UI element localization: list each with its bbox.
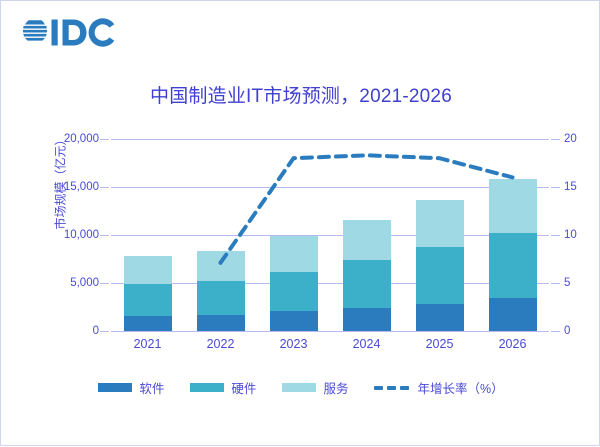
idc-logo xyxy=(23,16,129,50)
legend-item-服务[interactable]: 服务 xyxy=(282,378,348,397)
plot-area xyxy=(100,139,560,332)
header-bar xyxy=(1,1,600,63)
x-axis-tick: 2026 xyxy=(498,337,527,351)
bar-segment-服务[interactable] xyxy=(196,250,245,281)
legend-label: 年增长率（%） xyxy=(417,382,504,396)
bar-segment-服务[interactable] xyxy=(342,219,391,260)
x-axis-labels: 2021 2022 2023 2024 2025 2026 xyxy=(111,337,549,357)
legend-color-swatch xyxy=(98,383,133,392)
bar-segment-硬件[interactable] xyxy=(269,271,318,312)
y-left-tick: 20,000 xyxy=(63,133,99,145)
chart-legend: 软件 硬件 服务 年增长率（%） xyxy=(1,378,600,397)
bar-segment-软件[interactable] xyxy=(269,311,318,331)
gridline xyxy=(100,331,560,332)
legend-color-swatch xyxy=(282,383,317,392)
bar-segment-服务[interactable] xyxy=(269,236,318,272)
bar-segment-硬件[interactable] xyxy=(123,283,172,317)
legend-item-硬件[interactable]: 硬件 xyxy=(190,378,256,397)
chart-title: 中国制造业IT市场预测，2021-2026 xyxy=(150,86,452,107)
bar-segment-硬件[interactable] xyxy=(196,280,245,315)
y-left-tick: 0 xyxy=(92,325,99,337)
bar-stack[interactable] xyxy=(415,199,464,331)
bar-segment-服务[interactable] xyxy=(123,256,172,284)
gridline xyxy=(100,283,560,284)
legend-item-年增长率（%）[interactable]: 年增长率（%） xyxy=(374,378,504,397)
bar-slot-2026 xyxy=(476,139,549,331)
legend-dash-swatch xyxy=(374,383,410,392)
bar-slot-2022 xyxy=(184,139,257,331)
gridline xyxy=(100,139,560,140)
y-right-tick: 5 xyxy=(564,277,571,289)
bar-segment-硬件[interactable] xyxy=(342,259,391,309)
bar-slot-2023 xyxy=(257,139,330,331)
y-axis-right-labels: 20 15 10 5 0 xyxy=(564,133,598,337)
bar-slot-2024 xyxy=(330,139,403,331)
y-right-tick: 10 xyxy=(564,229,577,241)
bar-slot-2025 xyxy=(403,139,476,331)
bar-stack[interactable] xyxy=(342,219,391,331)
legend-item-软件[interactable]: 软件 xyxy=(98,378,164,397)
legend-label: 服务 xyxy=(323,382,349,396)
bar-segment-硬件[interactable] xyxy=(488,233,537,299)
bar-segment-服务[interactable] xyxy=(488,179,537,234)
bar-stack[interactable] xyxy=(269,236,318,331)
bar-segment-软件[interactable] xyxy=(488,298,537,331)
bar-slot-2021 xyxy=(111,139,184,331)
bar-segment-软件[interactable] xyxy=(196,314,245,331)
bar-segment-软件[interactable] xyxy=(342,308,391,331)
y-right-tick: 15 xyxy=(564,181,577,193)
x-axis-tick: 2025 xyxy=(425,337,454,351)
bar-stack[interactable] xyxy=(488,179,537,331)
bar-stack[interactable] xyxy=(196,250,245,331)
legend-color-swatch xyxy=(190,383,225,392)
growth-rate-line xyxy=(218,153,515,265)
y-right-tick: 0 xyxy=(564,325,571,337)
legend-label: 软件 xyxy=(139,382,165,396)
bar-segment-软件[interactable] xyxy=(415,303,464,331)
x-axis-tick: 2021 xyxy=(133,337,162,351)
x-axis-tick: 2023 xyxy=(279,337,308,351)
y-left-tick: 5,000 xyxy=(70,277,99,289)
y-axis-left-labels: 20,000 15,000 10,000 5,000 0 xyxy=(41,133,99,337)
gridline xyxy=(100,187,560,188)
y-left-tick: 15,000 xyxy=(63,181,99,193)
x-axis-tick: 2022 xyxy=(206,337,235,351)
x-axis-tick: 2024 xyxy=(352,337,381,351)
bar-segment-硬件[interactable] xyxy=(415,246,464,304)
bar-segment-服务[interactable] xyxy=(415,199,464,247)
gridline xyxy=(100,235,560,236)
bar-group xyxy=(111,139,549,331)
y-right-tick: 20 xyxy=(564,133,577,145)
legend-label: 硬件 xyxy=(231,382,257,396)
bar-stack[interactable] xyxy=(123,256,172,331)
y-left-tick: 10,000 xyxy=(63,229,99,241)
bar-segment-软件[interactable] xyxy=(123,316,172,331)
